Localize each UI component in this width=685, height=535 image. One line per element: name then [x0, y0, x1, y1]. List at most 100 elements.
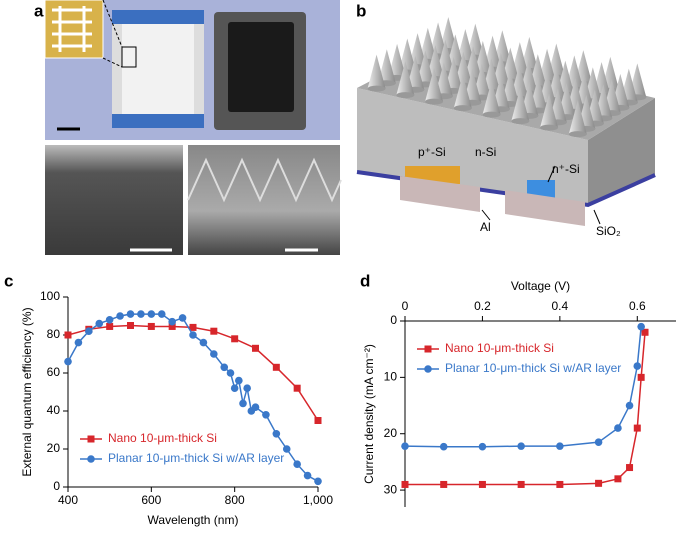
x-tick-label: 400 — [58, 493, 78, 507]
marker — [85, 327, 93, 336]
marker — [293, 460, 301, 469]
legend-label: Nano 10-μm-thick Si — [445, 341, 554, 355]
schematic-label: Al — [480, 220, 491, 234]
cone — [426, 45, 445, 80]
marker — [251, 403, 260, 412]
y-tick-label: 30 — [384, 482, 398, 496]
cone — [406, 55, 425, 90]
schematic-label: n⁺-Si — [552, 162, 580, 176]
y-tick-label: 10 — [384, 370, 398, 384]
marker — [478, 442, 487, 451]
marker — [126, 310, 135, 318]
panel-label: a — [34, 1, 44, 20]
photo-panel — [44, 0, 342, 255]
marker — [637, 373, 645, 381]
marker — [641, 328, 649, 336]
marker — [314, 477, 322, 486]
cone-base — [425, 98, 444, 105]
cone — [436, 39, 455, 74]
marker — [105, 316, 114, 324]
marker — [168, 322, 176, 330]
marker — [106, 322, 114, 330]
x-tick-label: 1,000 — [303, 493, 333, 507]
cone-base — [396, 92, 415, 99]
marker — [595, 479, 603, 487]
x-tick-label: 0.4 — [552, 299, 569, 313]
y-tick-label: 60 — [47, 365, 61, 379]
marker — [439, 442, 448, 451]
cone-base — [482, 111, 501, 118]
y-tick-label: 100 — [40, 289, 60, 303]
marker — [401, 442, 409, 450]
cone — [425, 67, 444, 102]
marker — [64, 331, 72, 339]
marker — [252, 344, 259, 352]
cone-base — [540, 124, 559, 131]
marker — [424, 345, 432, 353]
y-axis-label: Current density (mA cm⁻²) — [362, 344, 376, 484]
marker — [235, 376, 243, 385]
marker — [137, 310, 145, 318]
marker — [424, 365, 432, 373]
marker — [239, 399, 247, 408]
schematic-label: p⁺-Si — [418, 145, 446, 159]
marker — [314, 417, 322, 424]
y-tick-label: 20 — [384, 426, 398, 440]
marker — [220, 363, 229, 372]
cone — [367, 54, 386, 89]
marker — [168, 317, 176, 326]
x-tick-label: 0.2 — [474, 299, 491, 313]
legend-label: Nano 10-μm-thick Si — [108, 431, 217, 445]
cone — [416, 50, 435, 85]
marker — [594, 438, 603, 446]
cone — [418, 27, 437, 62]
schematic-label: SiO₂ — [596, 224, 621, 238]
panel-label: d — [360, 271, 370, 290]
cone — [388, 43, 407, 78]
y-axis-label: External quantum efficiency (%) — [20, 307, 34, 476]
cone — [408, 33, 427, 68]
marker — [282, 445, 291, 453]
cone — [482, 80, 501, 115]
marker — [517, 442, 525, 450]
y-tick-label: 80 — [47, 327, 61, 341]
marker — [272, 430, 281, 438]
y-tick-label: 20 — [47, 441, 61, 455]
pointer — [481, 165, 601, 225]
cone — [429, 22, 448, 57]
marker — [189, 323, 197, 331]
marker — [226, 369, 235, 377]
y-tick-label: 0 — [390, 313, 397, 327]
marker — [556, 480, 564, 488]
marker — [95, 319, 104, 328]
x-tick-label: 800 — [225, 493, 245, 507]
marker — [74, 338, 83, 347]
marker — [127, 322, 134, 329]
marker — [272, 363, 280, 371]
marker — [637, 322, 645, 331]
cone — [377, 49, 396, 84]
x-tick-label: 600 — [141, 493, 161, 507]
marker — [230, 384, 239, 393]
y-tick-label: 40 — [47, 403, 61, 417]
cone-base — [511, 118, 530, 125]
series-line — [67, 324, 319, 421]
cone-base — [453, 105, 472, 112]
series-line — [404, 326, 642, 448]
marker — [262, 411, 270, 419]
cone — [466, 23, 485, 58]
marker — [157, 310, 166, 318]
marker — [210, 327, 218, 335]
cone — [439, 16, 458, 51]
marker — [210, 350, 218, 358]
marker — [401, 480, 409, 488]
marker — [633, 362, 642, 370]
schematic — [356, 16, 656, 226]
marker — [478, 480, 486, 488]
marker — [199, 338, 208, 347]
marker — [116, 312, 124, 320]
cone — [456, 28, 475, 63]
cone-base — [367, 85, 386, 92]
marker — [87, 435, 95, 443]
